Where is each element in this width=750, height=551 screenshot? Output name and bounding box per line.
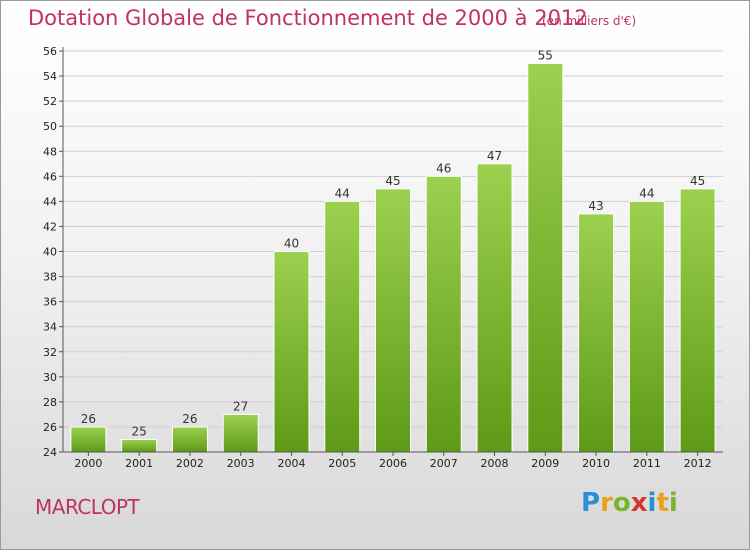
y-tick-label: 48 — [43, 145, 57, 158]
logo-letter: i — [668, 488, 678, 518]
x-tick-label: 2004 — [277, 457, 305, 470]
bar-value-label: 47 — [487, 149, 502, 163]
y-tick-label: 24 — [43, 446, 57, 459]
y-tick-label: 42 — [43, 220, 57, 233]
logo-letter: x — [630, 488, 648, 518]
bar-value-label: 45 — [690, 174, 705, 188]
x-tick-label: 2011 — [633, 457, 661, 470]
bar — [70, 426, 107, 453]
x-tick-label: 2008 — [481, 457, 509, 470]
bar-value-label: 44 — [639, 186, 654, 200]
x-tick-label: 2007 — [430, 457, 458, 470]
bar — [375, 188, 411, 453]
y-tick-label: 32 — [43, 346, 57, 359]
bars — [70, 63, 716, 453]
bar-value-label: 55 — [538, 49, 553, 63]
y-tick-label: 28 — [43, 396, 57, 409]
bar — [679, 188, 716, 453]
x-tick-label: 2001 — [125, 457, 153, 470]
bar-value-label: 46 — [436, 161, 451, 175]
bar-value-label: 26 — [81, 412, 96, 426]
x-tick-label: 2002 — [176, 457, 204, 470]
labels: 24 26 28 30 32 34 36 38 40 42 44 46 48 50 52 54 56 26 2000… — [43, 45, 712, 470]
bar-value-label: 43 — [588, 199, 603, 213]
y-tick-label: 52 — [43, 95, 57, 108]
x-tick-label: 2005 — [328, 457, 356, 470]
x-tick-label: 2003 — [227, 457, 255, 470]
commune-name: MARCLOPT — [35, 495, 140, 519]
logo-letter: o — [612, 488, 631, 518]
logo-letter: t — [656, 488, 669, 518]
y-tick-label: 54 — [43, 70, 57, 83]
y-tick-label: 56 — [43, 45, 57, 58]
bar-value-label: 44 — [335, 186, 350, 200]
logo-letter: i — [647, 488, 657, 518]
bar — [527, 63, 564, 453]
bar — [578, 213, 615, 453]
y-tick-label: 40 — [43, 246, 57, 259]
bar-value-label: 26 — [182, 412, 197, 426]
bar — [121, 438, 158, 453]
y-tick-label: 30 — [43, 371, 57, 384]
chart-title: Dotation Globale de Fonctionnement de 20… — [28, 6, 588, 30]
proxiti-logo[interactable]: Proxiti — [581, 488, 678, 518]
x-tick-label: 2012 — [684, 457, 712, 470]
bar-value-label: 25 — [132, 424, 147, 438]
bar-value-label: 27 — [233, 399, 248, 413]
chart-subtitle: (en milliers d'€) — [542, 14, 637, 28]
axes — [59, 47, 723, 456]
y-tick-label: 26 — [43, 421, 57, 434]
bar — [324, 200, 361, 453]
y-tick-label: 44 — [43, 195, 57, 208]
bar-value-label: 40 — [284, 237, 299, 251]
x-tick-label: 2010 — [582, 457, 610, 470]
bar — [476, 163, 513, 453]
bar — [222, 413, 259, 453]
bar-value-label: 45 — [385, 174, 400, 188]
logo-letter: P — [581, 488, 601, 518]
y-tick-label: 46 — [43, 170, 57, 183]
bar — [628, 200, 665, 453]
bar — [171, 426, 208, 453]
y-tick-label: 36 — [43, 296, 57, 309]
y-tick-label: 38 — [43, 271, 57, 284]
logo-letter: r — [600, 488, 613, 518]
bar — [273, 251, 310, 453]
x-tick-label: 2009 — [531, 457, 559, 470]
bar — [425, 175, 462, 453]
y-tick-label: 50 — [43, 120, 57, 133]
y-tick-label: 34 — [43, 321, 57, 334]
x-tick-label: 2006 — [379, 457, 407, 470]
x-tick-label: 2000 — [74, 457, 102, 470]
